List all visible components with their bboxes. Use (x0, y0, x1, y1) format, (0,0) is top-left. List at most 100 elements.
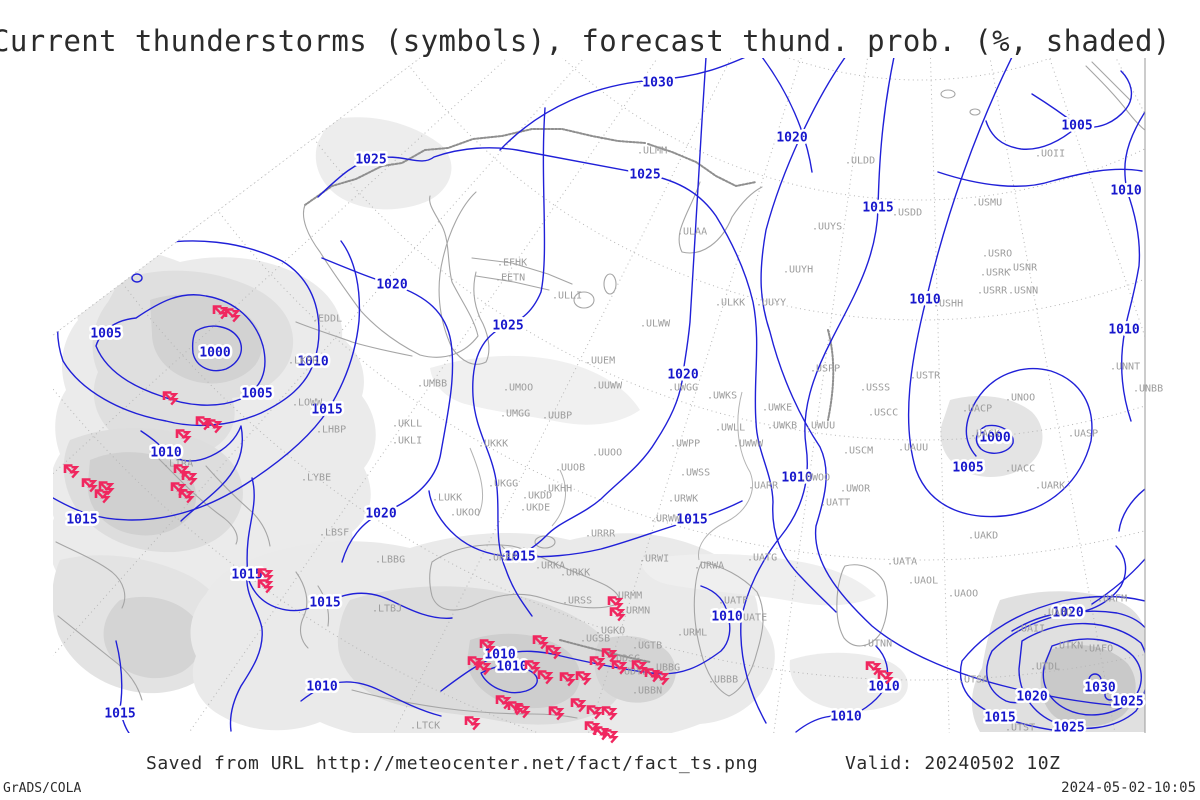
station-label: .UATT (820, 498, 850, 509)
station-label: .LBSF (319, 528, 349, 539)
station-label: .UUYS (812, 222, 842, 233)
station-label: .UKOO (450, 508, 480, 519)
contour-label: 1015 (862, 201, 893, 216)
station-label: .UBBG (650, 663, 680, 674)
contour-label: 1025 (492, 319, 523, 334)
station-label: .UWLL (715, 423, 745, 434)
station-label: .USHH (933, 299, 963, 310)
contour-label: 1030 (642, 76, 673, 91)
station-label: .URMN (620, 606, 650, 617)
station-label: .USRO (982, 249, 1012, 260)
station-label: .UWOO (800, 473, 830, 484)
contour-label: 1005 (952, 461, 983, 476)
station-label: .UBBN (632, 686, 662, 697)
station-label: .UAFO (1083, 644, 1113, 655)
station-label: .LIRA (163, 459, 193, 470)
station-label: .LKPR (288, 356, 319, 367)
contour-label: 1025 (1112, 695, 1143, 710)
station-label: .USDD (892, 208, 922, 219)
generation-timestamp: 2024-05-02-10:05 (1061, 780, 1196, 796)
contour-label: 1015 (504, 550, 535, 565)
contour-label: 1015 (104, 707, 135, 722)
contour-label: 1010 (1108, 323, 1139, 338)
station-label: .UTDL (1030, 662, 1060, 673)
station-label: .UGSB (580, 634, 610, 645)
station-label: .ULMM (637, 146, 667, 157)
station-label: .UACC (1005, 464, 1035, 475)
station-labels-layer: .ULMM .ULAA .UUYS .UUYH .EFHK .EETN .ULLI .ULKK… (163, 146, 1163, 734)
station-label: .UATF (718, 596, 748, 607)
station-label: .UTKN (1053, 641, 1083, 652)
station-label: .ULDD (845, 156, 875, 167)
station-label: .UDSG (610, 654, 640, 665)
station-label: .URMM (612, 591, 642, 602)
station-label: .ULAA (677, 227, 707, 238)
contour-label: 1025 (355, 153, 386, 168)
probability-shading (53, 117, 1145, 733)
station-label: .UUOO (592, 448, 622, 459)
station-label: .UWPP (670, 439, 700, 450)
station-label: .USTR (910, 371, 941, 382)
station-label: .UWGG (668, 383, 698, 394)
contour-label: 1010 (909, 293, 940, 308)
station-label: .UWKB (767, 421, 797, 432)
station-label: .LHBP (316, 425, 346, 436)
station-label: .USPP (810, 364, 840, 375)
station-label: .UNOO (1005, 393, 1035, 404)
station-label: .UKKK (478, 439, 508, 450)
contour-label: 1010 (1110, 184, 1141, 199)
contour-label: 1025 (629, 168, 660, 183)
station-label: .UACP (962, 404, 992, 415)
map-frame (52, 57, 1146, 733)
station-label: .URML (677, 628, 707, 639)
station-label: .URKA (535, 561, 565, 572)
station-label: .USNN (1008, 286, 1038, 297)
station-label: .UASP (1068, 429, 1098, 440)
station-label: .UUYY (756, 298, 786, 309)
station-label: .UATG (747, 553, 777, 564)
station-label: .URSS (562, 596, 592, 607)
contour-label: 1010 (830, 710, 861, 725)
station-label: .USRR (977, 286, 1008, 297)
station-label: .LTCK (410, 721, 440, 732)
contour-label: 1015 (676, 513, 707, 528)
contour-label: 1005 (241, 387, 272, 402)
station-label: .UTSA (958, 675, 988, 686)
station-label: .UAFM (1097, 594, 1127, 605)
station-label: .UARR (748, 481, 779, 492)
station-label: .UARK (1035, 481, 1065, 492)
station-label: .UWOR (840, 484, 871, 495)
station-label: .URKK (560, 568, 590, 579)
contour-label: 1020 (365, 507, 396, 522)
station-label: .UUYH (783, 265, 813, 276)
contour-label: 1015 (309, 596, 340, 611)
station-label: .UKHH (542, 484, 572, 495)
contour-label: 1015 (231, 568, 262, 583)
station-label: .UMBB (417, 379, 447, 390)
station-label: .UTNN (862, 639, 892, 650)
station-label: .UWKE (762, 403, 792, 414)
contour-label: 1010 (711, 610, 742, 625)
station-label: .UWUU (805, 421, 835, 432)
grads-credit: GrADS/COLA (3, 781, 82, 796)
station-label: .LUKK (432, 493, 462, 504)
station-label: .LOWW (292, 398, 323, 409)
station-label: .UGKO (595, 626, 625, 637)
contour-label: 1025 (1053, 721, 1084, 736)
station-label: .LYBE (301, 473, 331, 484)
station-label: .UUEM (585, 356, 615, 367)
station-label: .EFHK (497, 258, 527, 269)
station-label: .UNBB (1133, 384, 1163, 395)
station-label: .UMOO (503, 383, 533, 394)
contour-labels-layer: 1030 1020 1005 1015 1025 1025 1010 1020 1005 1000… (64, 73, 1146, 738)
station-label: .UACK (970, 429, 1000, 440)
station-label: .UKDD (522, 491, 552, 502)
station-label: .URWI (639, 554, 669, 565)
station-label: .UWWW (733, 439, 764, 450)
station-label: .UKFF (487, 553, 517, 564)
station-label: .USMU (972, 198, 1002, 209)
contour-label: 1015 (66, 513, 97, 528)
